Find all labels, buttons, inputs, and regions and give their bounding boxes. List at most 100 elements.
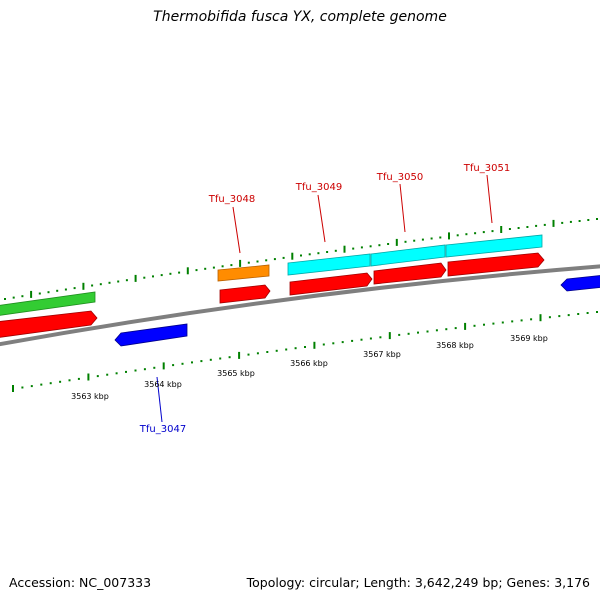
minor-tick bbox=[172, 364, 175, 367]
minor-tick bbox=[73, 287, 76, 290]
minor-tick bbox=[4, 298, 6, 300]
minor-tick bbox=[369, 337, 372, 340]
minor-tick bbox=[569, 220, 572, 223]
minor-tick bbox=[200, 360, 203, 363]
minor-tick bbox=[228, 356, 231, 359]
minor-tick bbox=[548, 316, 551, 319]
minor-tick bbox=[332, 342, 335, 345]
minor-tick bbox=[191, 361, 193, 364]
minor-tick bbox=[247, 261, 250, 264]
minor-tick bbox=[99, 283, 102, 286]
minor-tick bbox=[38, 292, 41, 295]
cds-plus-arrow bbox=[289, 272, 373, 296]
minor-tick bbox=[417, 331, 419, 334]
minor-tick bbox=[181, 362, 184, 365]
minor-tick bbox=[143, 368, 146, 371]
minor-tick bbox=[212, 266, 215, 269]
major-tick bbox=[343, 245, 346, 253]
major-tick bbox=[30, 290, 33, 298]
cyan-feature-bar bbox=[445, 234, 543, 258]
accession-text: Accession: NC_007333 bbox=[9, 575, 152, 590]
gene-label: Tfu_3050 bbox=[376, 172, 423, 183]
topology-text: Topology: circular; Length: 3,642,249 bp… bbox=[246, 575, 590, 590]
minor-tick bbox=[435, 329, 438, 332]
major-tick bbox=[395, 238, 398, 246]
minor-tick bbox=[169, 272, 172, 275]
scale-label: 3569 kbp bbox=[510, 334, 548, 343]
minor-tick bbox=[282, 256, 285, 259]
minor-tick bbox=[49, 382, 52, 385]
upper-tick-row bbox=[4, 218, 598, 300]
minor-tick bbox=[578, 220, 581, 222]
gene-label: Tfu_3049 bbox=[295, 182, 342, 193]
minor-tick bbox=[256, 352, 259, 355]
major-tick bbox=[186, 267, 189, 275]
minor-tick bbox=[511, 320, 514, 323]
gene-label: Tfu_3051 bbox=[463, 163, 510, 174]
minor-tick bbox=[273, 258, 276, 261]
major-tick bbox=[239, 259, 242, 267]
minor-tick bbox=[421, 238, 424, 241]
minor-tick bbox=[526, 226, 529, 228]
major-tick bbox=[134, 274, 137, 282]
minor-tick bbox=[465, 233, 468, 236]
minor-tick bbox=[360, 338, 363, 341]
minor-tick bbox=[21, 386, 24, 389]
minor-tick bbox=[195, 269, 198, 272]
minor-tick bbox=[266, 351, 269, 353]
minor-tick bbox=[586, 312, 589, 314]
minor-tick bbox=[439, 236, 442, 239]
minor-tick bbox=[587, 219, 590, 221]
minor-tick bbox=[160, 274, 163, 277]
cds-minus-arrow bbox=[114, 323, 188, 347]
minor-tick bbox=[96, 375, 99, 378]
orange-feature-bar bbox=[217, 264, 270, 282]
minor-tick bbox=[456, 234, 459, 237]
minor-tick bbox=[378, 244, 381, 247]
minor-tick bbox=[387, 243, 390, 245]
cds-minus-arrow bbox=[560, 275, 600, 292]
minor-tick bbox=[178, 271, 181, 274]
cds-plus-arrow bbox=[373, 262, 447, 285]
minor-tick bbox=[106, 373, 109, 376]
minor-tick bbox=[91, 284, 94, 287]
minor-tick bbox=[64, 288, 67, 291]
minor-tick bbox=[352, 247, 355, 250]
major-tick bbox=[388, 332, 391, 340]
minor-tick bbox=[360, 246, 363, 249]
minor-tick bbox=[265, 259, 268, 262]
major-tick bbox=[500, 226, 503, 233]
scale-label: 3568 kbp bbox=[436, 341, 474, 350]
minor-tick bbox=[326, 251, 329, 253]
minor-tick bbox=[407, 332, 410, 335]
minor-tick bbox=[152, 275, 154, 278]
minor-tick bbox=[404, 240, 407, 243]
major-tick bbox=[291, 252, 294, 260]
major-tick bbox=[313, 341, 316, 349]
minor-tick bbox=[300, 254, 302, 257]
minor-tick bbox=[561, 221, 564, 224]
minor-tick bbox=[483, 323, 485, 326]
minor-tick bbox=[577, 313, 580, 315]
major-tick bbox=[82, 282, 85, 290]
minor-tick bbox=[68, 379, 71, 382]
minor-tick bbox=[285, 348, 288, 351]
minor-tick bbox=[567, 314, 570, 317]
minor-tick bbox=[379, 336, 382, 339]
label-leader-line bbox=[399, 183, 406, 233]
major-tick bbox=[464, 322, 467, 330]
minor-tick bbox=[543, 223, 546, 226]
minor-tick bbox=[304, 346, 306, 348]
minor-tick bbox=[125, 370, 127, 373]
minor-tick bbox=[535, 224, 538, 227]
cyan-feature-bar bbox=[287, 253, 371, 276]
minor-tick bbox=[221, 265, 224, 268]
minor-tick bbox=[30, 385, 33, 388]
gene-label: Tfu_3047 bbox=[139, 424, 186, 435]
minor-tick bbox=[77, 377, 80, 380]
lower-tick-row bbox=[12, 311, 598, 392]
gene-label: Tfu_3048 bbox=[208, 194, 255, 205]
minor-tick bbox=[40, 383, 43, 386]
minor-tick bbox=[482, 231, 485, 234]
